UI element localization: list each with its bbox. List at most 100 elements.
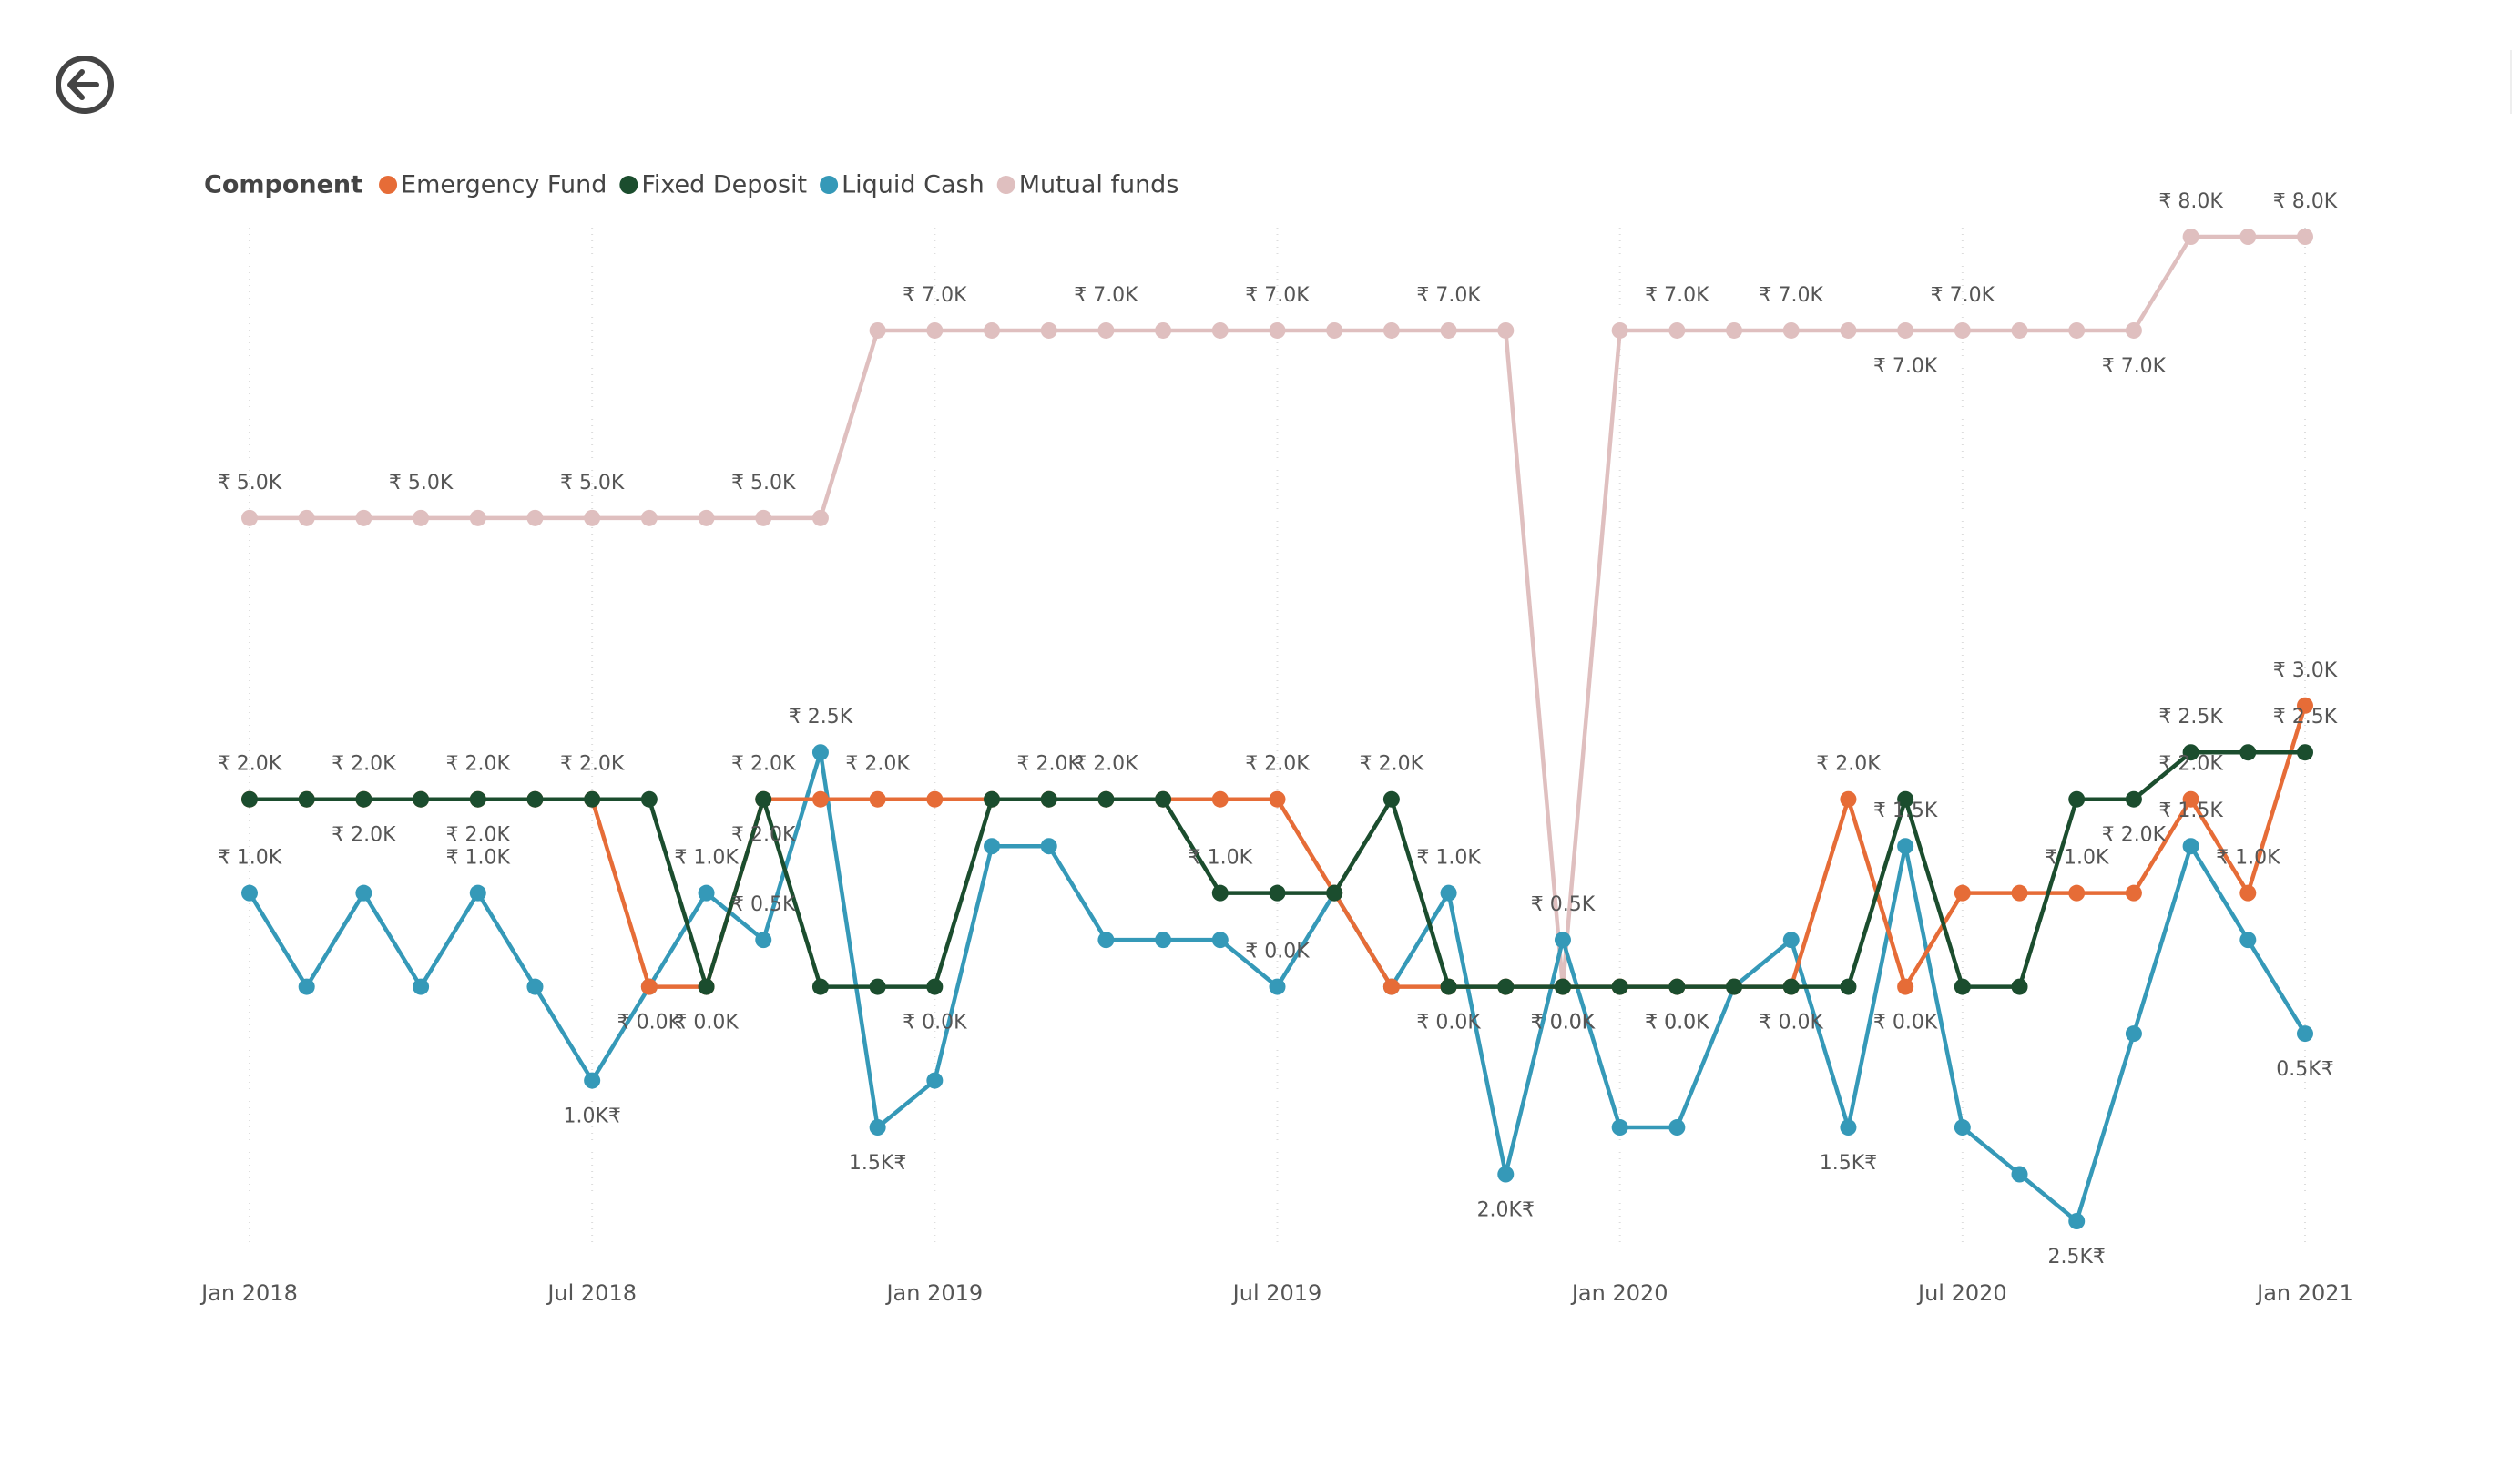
data-point [984, 321, 1001, 339]
data-point [640, 509, 658, 526]
data-label: 1.0K₹ [563, 1105, 620, 1128]
data-point [1726, 978, 1743, 995]
data-point [2239, 884, 2257, 902]
data-point [1782, 932, 1800, 949]
data-point [1040, 838, 1057, 855]
data-point [1269, 790, 1286, 808]
legend-label: Emergency Fund [401, 171, 607, 199]
data-point [1097, 321, 1115, 339]
data-point [2125, 884, 2142, 902]
data-label: ₹ 1.0K [2045, 847, 2109, 870]
series [241, 229, 2313, 995]
data-point [1668, 978, 1686, 995]
data-point [1211, 790, 1229, 808]
data-point [2297, 744, 2313, 761]
data-point [1211, 321, 1229, 339]
data-label: ₹ 0.0K [1645, 1012, 1709, 1034]
data-point [1097, 790, 1115, 808]
data-point [1040, 321, 1057, 339]
data-point [298, 509, 315, 526]
data-label: ₹ 0.0K [1645, 1012, 1709, 1034]
data-point [1269, 978, 1286, 995]
data-point [1497, 1166, 1515, 1183]
legend-label: Mutual funds [1019, 171, 1179, 199]
data-label: ₹ 0.0K [1873, 1012, 1938, 1034]
data-point [1040, 790, 1057, 808]
x-tick-label: Jan 2021 [2255, 1280, 2353, 1306]
data-label: ₹ 2.0K [845, 753, 910, 776]
data-label: ₹ 3.0K [2273, 659, 2338, 682]
data-label: ₹ 0.0K [903, 1012, 967, 1034]
data-label: ₹ 5.0K [218, 472, 282, 494]
data-label: ₹ 0.5K [731, 893, 796, 916]
data-point [1897, 321, 1914, 339]
data-label: ₹ 1.0K [218, 847, 282, 870]
data-point [1954, 321, 1971, 339]
data-point [2068, 884, 2086, 902]
data-point [2125, 1025, 2142, 1043]
data-point [2297, 1025, 2313, 1043]
data-label: ₹ 7.0K [1416, 284, 1481, 307]
data-label: ₹ 5.0K [560, 472, 625, 494]
data-label: ₹ 1.0K [446, 847, 511, 870]
data-point [869, 1119, 886, 1136]
data-point [1155, 790, 1172, 808]
data-label: ₹ 7.0K [1931, 284, 1995, 307]
data-point [2011, 884, 2028, 902]
back-button[interactable] [56, 56, 114, 114]
data-point [413, 978, 430, 995]
data-point [811, 790, 829, 808]
data-point [1954, 884, 1971, 902]
data-point [2297, 229, 2313, 245]
data-point [984, 790, 1001, 808]
data-label: ₹ 2.5K [2273, 706, 2338, 728]
data-label: ₹ 7.0K [1245, 284, 1310, 307]
data-point [355, 790, 372, 808]
data-label: ₹ 0.0K [1531, 1012, 1596, 1034]
data-point [1840, 978, 1857, 995]
data-point [469, 884, 486, 902]
data-label: ₹ 0.0K [1245, 941, 1310, 963]
data-point [755, 790, 772, 808]
data-label: ₹ 2.5K [2158, 706, 2223, 728]
legend-marker [820, 176, 839, 194]
data-point [1155, 932, 1172, 949]
back-arrow[interactable] [67, 69, 99, 100]
data-point [526, 978, 544, 995]
data-point [1269, 321, 1286, 339]
data-point [984, 838, 1001, 855]
data-point [241, 790, 258, 808]
data-point [2125, 321, 2142, 339]
data-point [2068, 790, 2086, 808]
data-point [1326, 884, 1343, 902]
data-label: ₹ 2.0K [332, 753, 396, 776]
data-point [1611, 321, 1628, 339]
data-point [1382, 978, 1400, 995]
legend-label: Fixed Deposit [641, 171, 807, 199]
data-point [241, 884, 258, 902]
data-label: ₹ 1.5K [1873, 800, 1938, 822]
data-label: ₹ 2.0K [731, 824, 796, 847]
data-label: ₹ 2.0K [1074, 753, 1138, 776]
x-tick-label: Jan 2018 [199, 1280, 298, 1306]
x-tick-label: Jan 2020 [1570, 1280, 1668, 1306]
data-point [2011, 1166, 2028, 1183]
data-label: ₹ 1.0K [1416, 847, 1481, 870]
data-point [2068, 1213, 2086, 1229]
data-point [1211, 884, 1229, 902]
data-point [2182, 838, 2199, 855]
data-point [241, 509, 258, 526]
data-point [413, 790, 430, 808]
data-point [1840, 321, 1857, 339]
data-point [2182, 744, 2199, 761]
data-point [926, 1072, 944, 1089]
x-tick-label: Jul 2019 [1231, 1280, 1322, 1306]
data-point [1440, 978, 1457, 995]
series [241, 744, 2313, 995]
data-label: ₹ 5.0K [389, 472, 454, 494]
data-point [926, 790, 944, 808]
data-point [1611, 1119, 1628, 1136]
back-circle[interactable] [56, 56, 114, 114]
data-label: ₹ 1.0K [2216, 847, 2280, 870]
